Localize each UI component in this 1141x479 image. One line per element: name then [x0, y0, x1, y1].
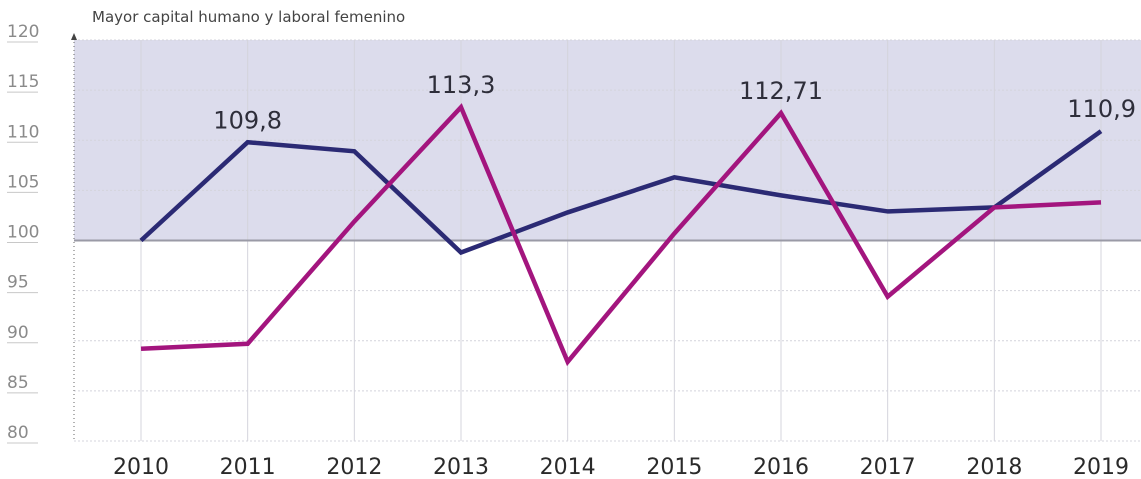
series-lines	[139, 103, 1103, 367]
y-tick-label: 110	[7, 122, 39, 142]
x-tick-label: 2011	[220, 455, 276, 479]
y-tick-label: 115	[7, 72, 39, 92]
x-tick-label: 2014	[540, 455, 596, 479]
grid	[74, 39, 1141, 442]
x-tick-label: 2016	[753, 455, 809, 479]
data-labels: 109,8 113,3 112,71 110,9	[213, 71, 1136, 134]
y-tick-label: 105	[7, 172, 39, 192]
y-tick-label: 90	[7, 323, 29, 343]
data-label: 113,3	[427, 71, 496, 99]
x-tick-label: 2010	[113, 455, 169, 479]
y-tick-label: 95	[7, 273, 29, 293]
x-tick-label: 2019	[1073, 455, 1129, 479]
x-tick-label: 2012	[326, 455, 382, 479]
y-tick-labels: 120 115 110 105 100 95 90 85 80	[7, 22, 39, 444]
x-tick-label: 2015	[646, 455, 702, 479]
data-label: 109,8	[213, 106, 282, 134]
x-tick-labels: 2010 2011 2012 2013 2014 2015 2016 2017 2018 2019	[113, 455, 1129, 479]
series-line-2	[140, 103, 1102, 367]
data-label: 110,9	[1067, 95, 1136, 123]
chart-annotation: Mayor capital humano y laboral femenino	[92, 8, 405, 26]
y-tick-label: 85	[7, 373, 29, 393]
x-tick-label: 2017	[860, 455, 916, 479]
x-tick-label: 2013	[433, 455, 489, 479]
x-tick-label: 2018	[966, 455, 1022, 479]
y-axis-arrow	[71, 33, 77, 40]
y-tick-label: 100	[7, 223, 39, 243]
y-axis	[71, 33, 77, 441]
y-tick-label: 120	[7, 22, 39, 42]
series-line-1	[139, 129, 1103, 256]
y-tick-label: 80	[7, 423, 29, 443]
data-label: 112,71	[739, 77, 823, 105]
